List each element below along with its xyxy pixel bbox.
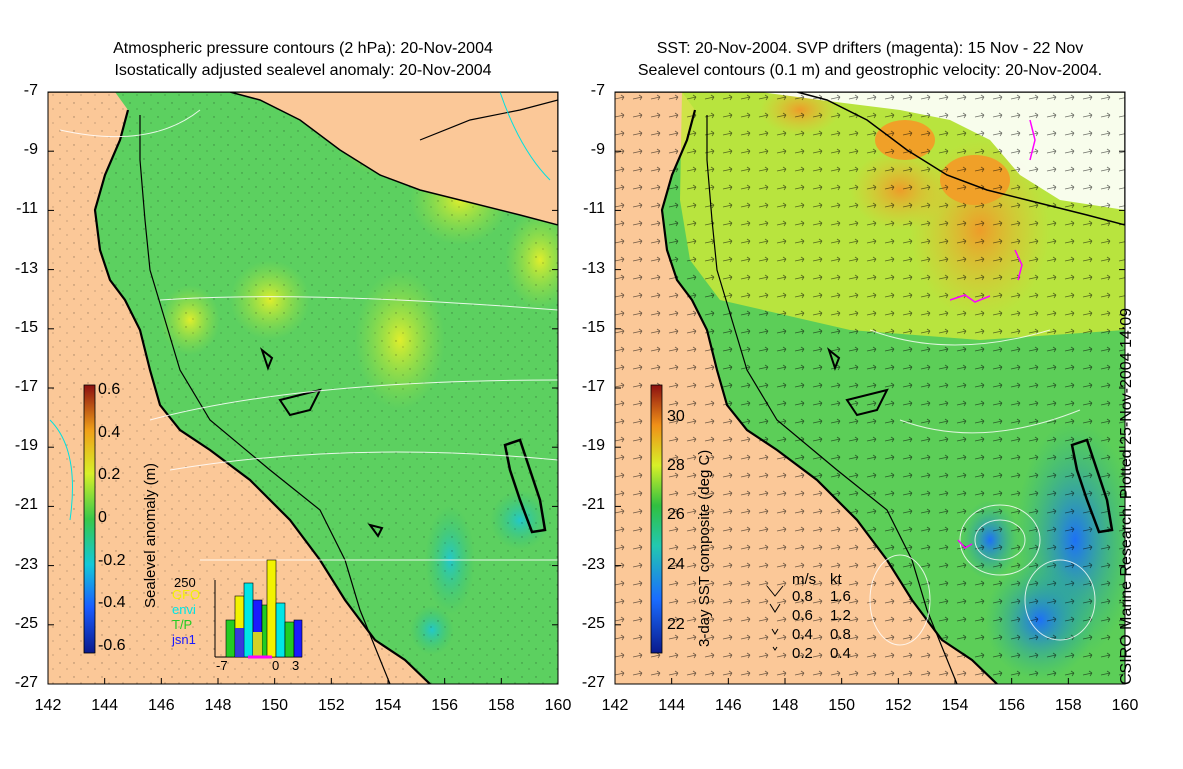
velocity-ms-value: 0.2	[792, 645, 813, 662]
left-map-area	[48, 92, 558, 684]
lat-label-right: -9	[590, 141, 605, 159]
velocity-legend-arrows	[766, 585, 784, 651]
histogram-x-tick: -7	[216, 658, 228, 673]
lat-label-left: -25	[14, 614, 38, 632]
velocity-kt-value: 1.2	[830, 607, 851, 624]
left-new-guinea	[48, 92, 558, 226]
right-colorbar-tick: 28	[667, 457, 685, 474]
left-colorbar	[83, 384, 96, 654]
lat-label-right: -25	[581, 614, 605, 632]
lon-label-left: 156	[431, 697, 458, 714]
histogram-ymax: 250	[174, 575, 196, 590]
right-colorbar-tick: 30	[667, 408, 685, 425]
right-coastline	[660, 109, 998, 684]
lat-label-right: -7	[590, 82, 605, 99]
lon-label-right: 142	[601, 697, 629, 714]
lon-label-left: 150	[261, 697, 288, 714]
lon-label-left: 152	[317, 697, 345, 714]
right-colorbar-tick: 26	[667, 506, 685, 523]
lat-label-left: -11	[16, 200, 38, 218]
lat-label-right: -19	[581, 437, 605, 455]
lat-label-right: -23	[581, 555, 605, 573]
lat-label-left: -15	[14, 318, 38, 336]
histogram-legend-entry: GFO	[172, 587, 201, 602]
lon-label-right: 150	[828, 697, 855, 714]
drifter-tracks	[949, 119, 1036, 549]
lon-label-left: 142	[34, 697, 62, 714]
lat-label-left: -7	[23, 82, 38, 99]
lat-label-right: -21	[581, 496, 605, 514]
lat-label-left: -9	[23, 141, 38, 159]
lon-label-right: 160	[1111, 697, 1139, 714]
right-map-area	[615, 92, 1125, 684]
lon-label-right: 146	[714, 697, 742, 714]
right-title-line2: Sealevel contours (0.1 m) and geostrophi…	[637, 62, 1103, 79]
right-colorbar-tick: 24	[667, 556, 685, 573]
lon-label-left: 146	[147, 697, 175, 714]
left-colorbar-tick: 0.6	[98, 381, 121, 398]
right-colorbar	[650, 384, 663, 654]
left-coastline	[93, 109, 431, 684]
right-new-caledonia	[1070, 438, 1114, 534]
credit-text: CSIRO Marine Research. Plotted 25-Nov-20…	[1118, 307, 1135, 685]
velocity-kt-value: 1.6	[830, 588, 851, 605]
velocity-kt-value: 0.8	[830, 626, 851, 643]
right-title-line1: SST: 20-Nov-2004. SVP drifters (magenta)…	[656, 40, 1084, 57]
lon-label-right: 154	[941, 697, 969, 714]
left-colorbar-tick: -0.2	[98, 551, 126, 569]
lat-label-right: -11	[583, 200, 605, 218]
lon-label-right: 152	[884, 697, 912, 714]
velocity-kt-value: 0.4	[830, 645, 851, 662]
histogram-x-tick: 0	[272, 658, 280, 673]
lon-label-left: 160	[544, 697, 572, 714]
lon-label-right: 156	[998, 697, 1025, 714]
lat-label-left: -19	[14, 437, 38, 455]
velocity-ms-value: 0.8	[792, 588, 813, 605]
lon-label-right: 158	[1054, 697, 1082, 714]
left-new-caledonia	[503, 438, 547, 534]
lat-label-left: -13	[14, 259, 38, 277]
left-colorbar-tick: -0.4	[98, 594, 126, 612]
lat-label-left: -27	[14, 674, 38, 691]
left-colorbar-label: Sealevel anomaly (m)	[142, 462, 159, 608]
altimetry-histogram	[214, 559, 303, 659]
velocity-ms-value: 0.6	[792, 607, 813, 624]
histogram-legend-entry: T/P	[172, 617, 193, 632]
lat-label-right: -13	[581, 259, 605, 277]
lon-label-right: 144	[658, 697, 685, 714]
left-colorbar-tick: 0.2	[98, 466, 121, 484]
histogram-legend-entry: envi	[172, 602, 196, 617]
left-title-line1: Atmospheric pressure contours (2 hPa): 2…	[113, 40, 493, 57]
lon-label-left: 158	[487, 697, 515, 714]
lon-label-left: 154	[374, 697, 402, 714]
lat-label-right: -15	[581, 318, 605, 336]
lat-label-left: -17	[14, 378, 38, 395]
left-colorbar-tick: 0.4	[98, 423, 121, 441]
left-title-line2: Isostatically adjusted sealevel anomaly:…	[114, 62, 492, 79]
lon-label-left: 144	[91, 697, 118, 714]
lat-label-right: -27	[581, 674, 605, 691]
lat-label-right: -17	[581, 378, 605, 395]
right-colorbar-tick: 22	[667, 616, 685, 633]
velocity-ms-value: 0.4	[792, 626, 813, 643]
lat-label-left: -23	[14, 555, 38, 573]
left-colorbar-tick: 0	[98, 509, 107, 526]
right-colorbar-label: 3-day SST composite (deg C)	[696, 449, 713, 647]
histogram-x-tick: 3	[292, 658, 300, 673]
lon-label-right: 148	[771, 697, 799, 714]
histogram-legend-entry: jsn1	[172, 632, 196, 647]
lat-label-left: -21	[14, 496, 38, 514]
left-colorbar-tick: -0.6	[98, 637, 126, 654]
velocity-header-kt: kt	[830, 571, 842, 588]
velocity-header-ms: m/s	[792, 571, 817, 588]
lon-label-left: 148	[204, 697, 232, 714]
